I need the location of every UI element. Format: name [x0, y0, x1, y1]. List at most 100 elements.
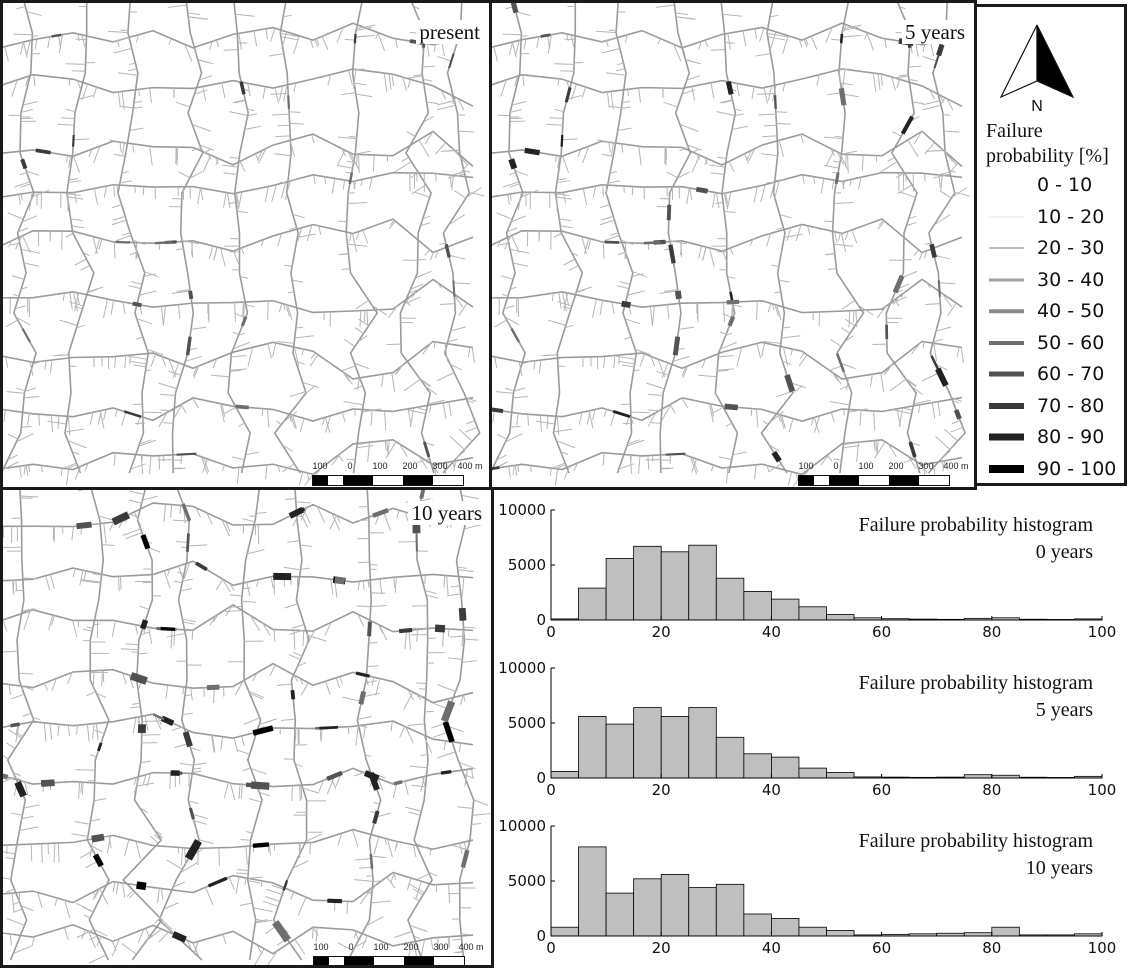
side-street — [715, 202, 724, 204]
x-tick-label: 40 — [762, 939, 781, 957]
side-street — [21, 685, 34, 691]
side-street — [424, 590, 437, 595]
side-street — [145, 928, 150, 938]
risk-segment — [460, 849, 470, 869]
side-street — [617, 11, 626, 13]
side-street — [350, 152, 360, 171]
side-street — [114, 356, 117, 368]
side-street — [266, 408, 270, 428]
side-street — [7, 433, 19, 440]
side-street — [458, 761, 476, 770]
side-street — [12, 580, 14, 594]
side-street — [80, 264, 91, 271]
side-street — [163, 422, 174, 424]
x-tick-label: 60 — [872, 781, 891, 799]
side-street — [427, 399, 445, 405]
side-street — [416, 873, 430, 880]
north-arrow-icon: N — [999, 24, 1075, 113]
side-street — [175, 101, 191, 108]
legend-label: 0 - 10 — [1037, 174, 1093, 196]
side-street — [128, 499, 142, 504]
side-street — [8, 240, 13, 248]
map-label: 10 years — [408, 501, 485, 525]
side-street — [295, 763, 303, 767]
side-street — [16, 5, 26, 10]
side-street — [827, 268, 837, 271]
side-street — [422, 65, 435, 68]
side-street — [553, 428, 573, 433]
side-street — [270, 92, 289, 95]
side-street — [558, 292, 562, 310]
side-street — [754, 28, 758, 39]
side-street — [416, 629, 419, 642]
side-street — [136, 318, 153, 325]
side-street — [213, 613, 219, 623]
side-street — [203, 457, 210, 473]
side-street — [337, 164, 353, 169]
side-street — [512, 465, 515, 475]
side-street — [834, 231, 838, 243]
side-street — [264, 186, 269, 203]
side-street — [800, 134, 804, 144]
risk-segment — [140, 534, 151, 550]
risk-segment — [207, 876, 228, 888]
high-risk-segments — [3, 490, 470, 943]
side-street — [940, 175, 943, 191]
y-tick-label: 0 — [536, 769, 546, 787]
histogram-title: Failure probability histogram — [859, 830, 1094, 852]
side-street — [420, 379, 431, 387]
side-street — [938, 282, 956, 285]
side-street — [407, 689, 414, 701]
side-street — [271, 113, 290, 116]
side-street — [766, 181, 775, 184]
side-street — [208, 41, 213, 50]
side-street — [15, 777, 29, 784]
side-street — [92, 891, 97, 899]
side-street — [767, 32, 787, 38]
side-street — [253, 907, 273, 913]
side-street — [108, 836, 112, 849]
side-street — [358, 725, 368, 728]
side-street — [281, 444, 293, 452]
side-street — [461, 494, 479, 500]
side-street — [768, 444, 780, 452]
side-street — [103, 298, 108, 319]
risk-segment — [367, 621, 372, 637]
side-street — [21, 608, 35, 612]
side-street — [725, 422, 733, 427]
side-street — [74, 466, 82, 480]
risk-segment — [695, 186, 709, 194]
risk-segment — [838, 87, 847, 106]
scale-bar-segment — [874, 476, 889, 485]
side-street — [324, 415, 331, 433]
side-street — [463, 170, 471, 173]
side-street — [193, 941, 199, 955]
side-street — [242, 302, 244, 317]
side-street — [93, 188, 99, 205]
side-street — [235, 192, 240, 204]
side-street — [607, 180, 621, 184]
side-street — [420, 754, 428, 756]
side-street — [935, 435, 951, 450]
side-street — [301, 349, 304, 356]
side-street — [750, 408, 753, 417]
side-street — [221, 464, 225, 472]
risk-segment — [398, 627, 413, 634]
side-street — [458, 742, 462, 753]
side-street — [736, 83, 740, 97]
side-street — [555, 155, 558, 163]
histogram-bar — [578, 587, 607, 621]
side-street — [420, 498, 431, 502]
side-street — [59, 319, 78, 327]
street — [492, 340, 963, 380]
side-street — [529, 465, 532, 473]
side-street — [581, 236, 587, 254]
side-street — [380, 374, 384, 387]
side-street — [277, 465, 281, 472]
side-street — [631, 273, 644, 278]
side-street — [221, 82, 226, 99]
side-street — [293, 651, 303, 657]
side-street — [19, 826, 39, 831]
side-street — [521, 360, 531, 365]
side-street — [494, 319, 507, 328]
